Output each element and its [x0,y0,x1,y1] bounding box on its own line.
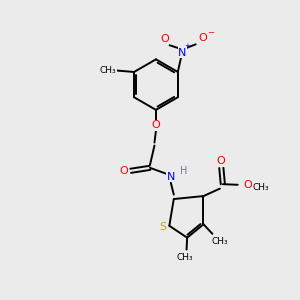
Text: N: N [178,48,187,58]
Text: CH₃: CH₃ [177,253,194,262]
Text: O: O [199,33,208,43]
Text: O: O [160,34,169,44]
Text: N: N [167,172,175,182]
Text: −: − [207,28,214,37]
Text: O: O [243,180,252,190]
Text: S: S [159,222,166,232]
Text: H: H [181,166,188,176]
Text: CH₃: CH₃ [100,66,116,75]
Text: CH₃: CH₃ [253,183,269,192]
Text: O: O [120,166,128,176]
Text: O: O [216,156,225,166]
Text: O: O [152,120,160,130]
Text: CH₃: CH₃ [212,237,228,246]
Text: +: + [185,43,191,49]
